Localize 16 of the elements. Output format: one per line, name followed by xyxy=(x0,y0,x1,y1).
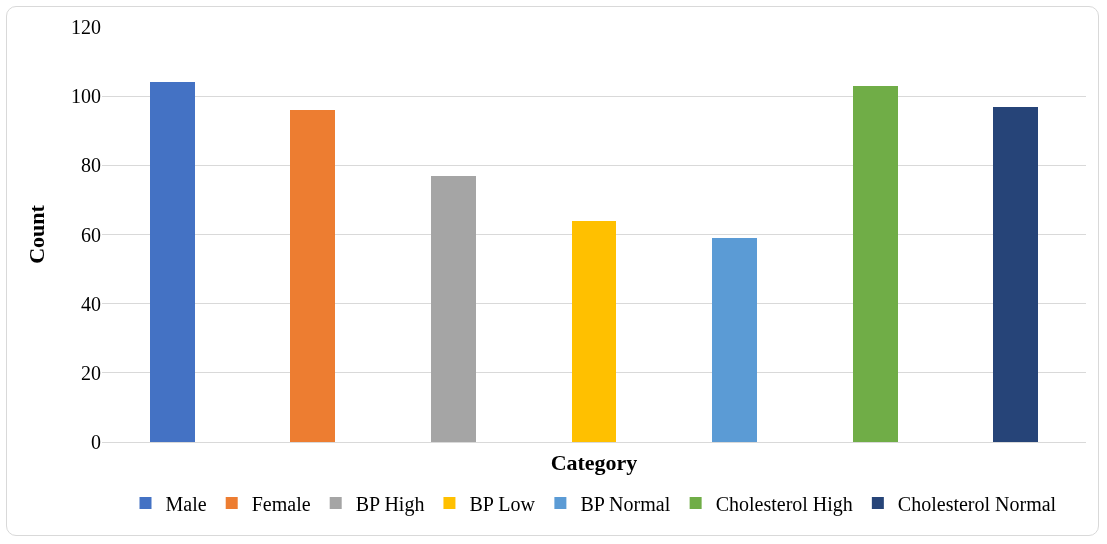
legend-label: BP Low xyxy=(469,492,536,515)
legend-label: Male xyxy=(165,492,207,515)
y-tick-label: 60 xyxy=(81,223,101,246)
legend-label: BP High xyxy=(355,492,425,516)
x-axis-title: Category xyxy=(550,449,638,475)
y-tick-label: 80 xyxy=(81,154,101,177)
legend-label: BP Normal xyxy=(580,492,671,515)
y-axis-title: Count xyxy=(23,204,49,264)
y-tick-label: 100 xyxy=(71,85,101,108)
legend-label: Cholesterol Normal xyxy=(897,492,1057,515)
legend-label: Female xyxy=(251,492,311,515)
legend-label: Cholesterol High xyxy=(715,492,853,516)
y-tick-label: 0 xyxy=(91,431,101,453)
y-tick-label: 20 xyxy=(81,361,101,384)
y-tick-label: 120 xyxy=(71,16,101,38)
y-tick-label: 40 xyxy=(81,292,101,315)
